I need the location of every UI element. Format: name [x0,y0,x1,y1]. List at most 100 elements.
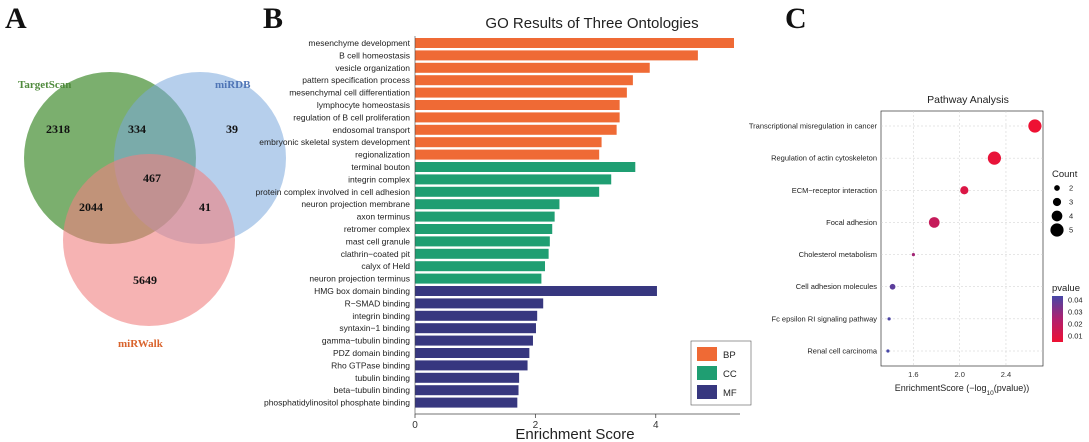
go-bar [415,211,555,222]
pvalue-legend-title: pvalue [1052,283,1080,294]
pathway-point [1028,119,1042,133]
go-category-label: regionalization [355,150,410,160]
go-category-label: syntaxin−1 binding [339,323,410,333]
pathway-points [886,119,1042,353]
go-bar [415,50,698,61]
go-bar [415,335,533,346]
go-legend-swatch-bp [697,347,717,361]
venn-label-mirwalk: miRWalk [118,338,164,350]
panel-letter-c: C [785,2,807,35]
go-category-label: B cell homeostasis [339,50,410,60]
pathway-category-label: Cell adhesion molecules [796,282,878,291]
go-category-label: Rho GTPase binding [331,360,410,370]
go-category-label: beta−tubulin binding [334,385,411,395]
go-bar [415,248,549,259]
go-bar [415,360,528,371]
go-bar-chart: B GO Results of Three Ontologies mesench… [255,2,752,442]
go-bar [415,137,602,148]
count-legend-title: Count [1052,169,1078,180]
go-bar [415,298,544,309]
pathway-point [987,151,1002,165]
pathway-category-label: ECM−receptor interaction [792,186,877,195]
go-category-label: phosphatidylinositol phosphate binding [264,398,410,408]
go-category-label: mast cell granule [346,236,411,246]
go-legend-swatch-mf [697,385,717,399]
go-bar [415,261,546,272]
go-category-label: mesenchymal cell differentiation [289,88,410,98]
go-category-label: mesenchyme development [308,38,410,48]
go-category-label: axon terminus [357,212,410,222]
pathway-count-legend: Count 2 3 4 5 [1050,169,1078,237]
venn-count-all-three: 467 [143,171,161,185]
go-category-label: gamma−tubulin binding [322,336,410,346]
go-category-label: protein complex involved in cell adhesio… [255,187,410,197]
go-bar [415,124,617,135]
go-category-label: neuron projection terminus [309,274,410,284]
venn-circle-mirwalk [63,154,235,326]
venn-count-targetscan-mirwalk: 2044 [79,200,103,214]
go-bar [415,38,734,48]
go-category-label: HMG box domain binding [314,286,410,296]
go-category-label: endosomal transport [333,125,411,135]
pathway-point [928,217,940,228]
pathway-pvalue-legend: pvalue 0.04 0.03 0.02 0.01 [1052,283,1083,342]
venn-count-mirdb-mirwalk: 41 [199,200,211,214]
pathway-category-label: Fc epsilon RI signaling pathway [772,314,878,323]
pathway-chart-title: Pathway Analysis [927,94,1009,106]
venn-count-mirwalk-only: 5649 [133,273,157,287]
go-bar [415,149,600,160]
go-category-labels: mesenchyme development B cell homeostasis… [255,38,410,408]
count-legend-label: 5 [1069,226,1073,235]
go-x-tick-label: 4 [653,420,659,431]
go-bar [415,236,550,247]
go-bar [415,310,538,321]
go-legend-label-bp: BP [723,350,736,361]
go-category-label: integrin complex [348,174,411,184]
go-legend-label-cc: CC [723,369,737,380]
go-bar [415,372,520,383]
panel-letter-b: B [263,2,283,35]
venn-count-targetscan-only: 2318 [46,122,70,136]
panel-letter-a: A [5,2,27,35]
go-category-label: neuron projection membrane [301,199,410,209]
count-legend-label: 3 [1069,198,1073,207]
go-bar [415,224,553,234]
pvalue-colorbar [1052,296,1063,342]
venn-count-mirdb-only: 39 [226,122,238,136]
pathway-plot-area [880,110,1044,367]
go-category-label: calyx of Held [361,261,410,271]
go-bar [415,186,600,197]
pathway-x-axis-title: EnrichmentScore (−log10(pvalue)) [895,383,1030,397]
go-bar [415,162,636,172]
pathway-category-label: Cholesterol metabolism [799,250,877,259]
go-bar [415,385,519,396]
pathway-point [886,349,890,353]
go-bar [415,112,620,123]
venn-count-targetscan-mirdb: 334 [128,122,146,136]
go-category-label: regulation of B cell proliferation [293,112,410,122]
go-category-label: retromer complex [344,224,411,234]
go-category-label: integrin binding [352,311,410,321]
go-bar [415,286,657,296]
go-category-label: R−SMAD binding [345,298,411,308]
venn-label-targetscan: TargetScan [18,79,71,91]
go-legend: BP CC MF [690,340,752,406]
pvalue-legend-label: 0.01 [1068,332,1083,341]
pathway-category-label: Renal cell carcinoma [807,347,877,356]
go-category-label: embryonic skeletal system development [259,137,410,147]
count-legend-dot [1050,223,1064,237]
pvalue-legend-label: 0.03 [1068,308,1083,317]
go-legend-label-mf: MF [723,388,737,399]
pathway-x-ticks: 1.6 2.0 2.4 [908,370,1011,379]
pathway-category-label: Focal adhesion [826,218,877,227]
go-bar [415,397,518,408]
count-legend-dot [1052,197,1062,207]
count-legend-dot [1051,210,1063,222]
go-bar [415,87,627,98]
pathway-x-tick-label: 2.4 [1001,370,1011,379]
go-category-label: PDZ domain binding [333,348,410,358]
pvalue-legend-label: 0.02 [1068,320,1083,329]
go-category-label: clathrin−coated pit [341,249,411,259]
pathway-point [889,283,896,290]
